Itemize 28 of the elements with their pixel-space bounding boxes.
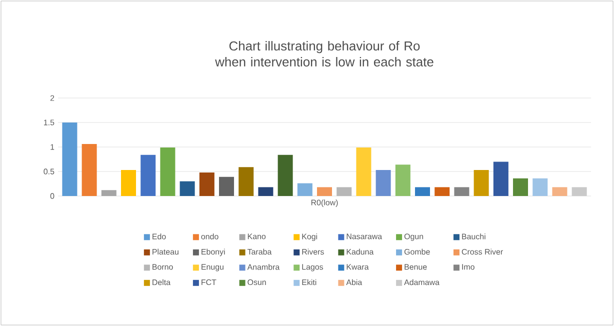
bar — [356, 147, 372, 196]
bar — [180, 181, 195, 196]
bar — [62, 122, 78, 196]
bar — [474, 170, 489, 196]
bar — [532, 178, 548, 196]
bar — [82, 144, 97, 196]
bar — [160, 147, 176, 196]
bar — [140, 154, 156, 196]
bar — [297, 183, 312, 196]
bar — [493, 162, 508, 196]
bar — [513, 178, 528, 196]
bar — [238, 167, 254, 196]
bar — [219, 176, 234, 196]
bar — [415, 187, 430, 196]
bar — [121, 170, 136, 196]
bar — [552, 187, 568, 196]
bar — [454, 187, 470, 196]
bar — [336, 187, 352, 196]
bar — [278, 154, 293, 196]
bar — [434, 187, 450, 196]
chart-title: Chart illustrating behaviour of Ro when intervention is low in each state — [215, 41, 434, 66]
bar — [572, 187, 587, 196]
bar — [101, 190, 116, 196]
bar — [199, 172, 214, 196]
bar — [376, 170, 391, 196]
bar — [258, 187, 274, 196]
bar — [317, 187, 332, 196]
bar — [395, 164, 410, 196]
